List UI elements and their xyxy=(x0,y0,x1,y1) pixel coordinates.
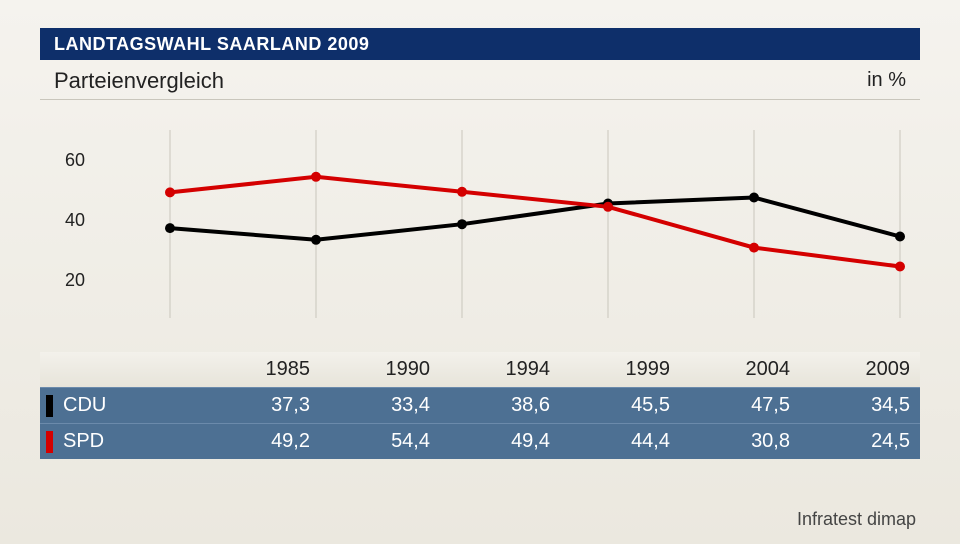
table-header-cell: 1990 xyxy=(320,352,440,388)
table-header-cell: 1985 xyxy=(200,352,320,388)
attribution: Infratest dimap xyxy=(797,509,916,530)
party-cell: CDU xyxy=(40,388,200,424)
svg-text:60: 60 xyxy=(65,150,85,170)
table-header-cell: 1994 xyxy=(440,352,560,388)
subtitle-left: Parteienvergleich xyxy=(54,68,224,94)
table-cell: 33,4 xyxy=(320,388,440,424)
svg-text:40: 40 xyxy=(65,210,85,230)
party-label: CDU xyxy=(63,394,106,416)
party-label: SPD xyxy=(63,430,104,452)
table-cell: 49,2 xyxy=(200,424,320,460)
title-text: LANDTAGSWAHL SAARLAND 2009 xyxy=(54,34,369,55)
table-cell: 47,5 xyxy=(680,388,800,424)
subtitle-right: in % xyxy=(867,69,906,92)
table-cell: 54,4 xyxy=(320,424,440,460)
data-table-wrapper: 1985 1990 1994 1999 2004 2009 CDU 37,333,… xyxy=(40,352,920,459)
table-cell: 45,5 xyxy=(560,388,680,424)
table-header-empty xyxy=(40,352,200,388)
subtitle-row: Parteienvergleich in % xyxy=(40,62,920,100)
table-cell: 37,3 xyxy=(200,388,320,424)
data-table: 1985 1990 1994 1999 2004 2009 CDU 37,333,… xyxy=(40,352,920,459)
party-swatch xyxy=(46,395,53,417)
table-cell: 30,8 xyxy=(680,424,800,460)
table-header-cell: 2009 xyxy=(800,352,920,388)
table-header-cell: 1999 xyxy=(560,352,680,388)
party-cell: SPD xyxy=(40,424,200,460)
table-header-cell: 2004 xyxy=(680,352,800,388)
table-row: CDU 37,333,438,645,547,534,5 xyxy=(40,388,920,424)
title-bar: LANDTAGSWAHL SAARLAND 2009 xyxy=(40,28,920,60)
table-cell: 34,5 xyxy=(800,388,920,424)
chart-svg: 20 40 60 xyxy=(40,120,920,340)
table-cell: 24,5 xyxy=(800,424,920,460)
table-cell: 49,4 xyxy=(440,424,560,460)
table-header-row: 1985 1990 1994 1999 2004 2009 xyxy=(40,352,920,388)
table-cell: 38,6 xyxy=(440,388,560,424)
line-chart: 20 40 60 xyxy=(40,120,920,340)
table-cell: 44,4 xyxy=(560,424,680,460)
table-row: SPD 49,254,449,444,430,824,5 xyxy=(40,424,920,460)
party-swatch xyxy=(46,431,53,453)
svg-text:20: 20 xyxy=(65,270,85,290)
